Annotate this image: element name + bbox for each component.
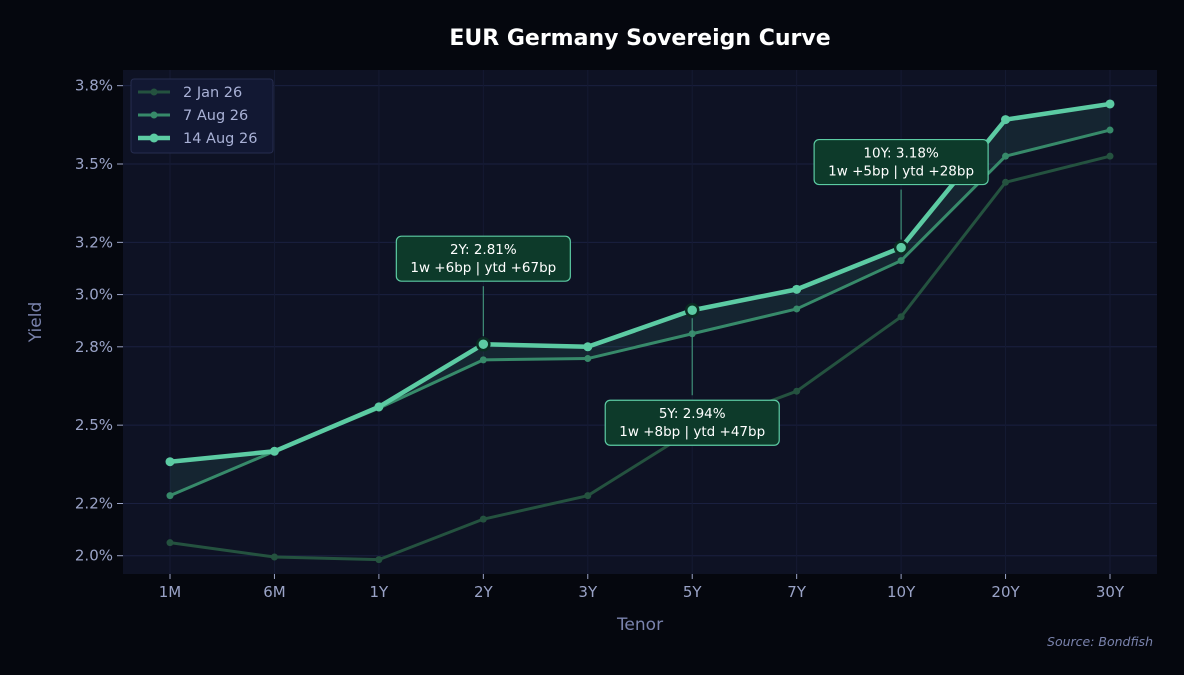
legend-box [130, 78, 274, 154]
legend-marker [150, 111, 158, 119]
annotation-change: 1w +8bp | ytd +47bp [619, 424, 765, 440]
x-tick-label: 10Y [887, 583, 916, 601]
data-point [166, 492, 174, 500]
annotation-box [395, 235, 571, 282]
y-tick-label: 2.2% [75, 494, 113, 512]
data-point [793, 305, 801, 313]
legend: 2 Jan 26 7 Aug 26 14 Aug 26 [130, 78, 274, 154]
annotation-10y: 10Y: 3.18% 1w +5bp | ytd +28bp [813, 138, 989, 255]
annotation-marker [684, 302, 700, 318]
annotation-box [604, 399, 780, 446]
legend-item-aug14: 14 Aug 26 [138, 131, 257, 147]
data-point [375, 556, 383, 564]
annotation-change: 1w +5bp | ytd +28bp [828, 164, 974, 180]
x-tick-label: 7Y [787, 583, 807, 601]
x-tick-label: 1Y [370, 583, 390, 601]
legend-label: 2 Jan 26 [183, 85, 242, 101]
y-tick-label: 3.2% [75, 233, 113, 251]
legend-marker [149, 133, 159, 143]
data-point [479, 515, 487, 523]
data-point [1002, 152, 1010, 160]
x-axis-ticks: 1M 6M 1Y 2Y 3Y 5Y 7Y 10Y 20Y 30Y [159, 574, 1125, 601]
data-point [793, 387, 801, 395]
series-2-jan-26 [166, 152, 1114, 564]
data-point [584, 492, 592, 500]
annotation-marker [476, 336, 491, 352]
data-point [1106, 152, 1114, 160]
x-tick-label: 1M [159, 583, 182, 601]
data-point [897, 313, 905, 321]
y-axis-ticks: 2.0% 2.2% 2.5% 2.8% 3.0% 3.2% 3.5% 3.8% [75, 77, 123, 565]
data-point [270, 553, 278, 561]
x-tick-label: 20Y [991, 583, 1020, 601]
x-axis-label: Tenor [616, 615, 663, 635]
legend-label: 14 Aug 26 [183, 131, 257, 147]
legend-label: 7 Aug 26 [183, 108, 248, 124]
annotation-box [813, 138, 989, 186]
x-tick-label: 5Y [683, 583, 703, 601]
weekly-change-band [170, 103, 1110, 496]
data-point [897, 257, 905, 265]
legend-item-aug7: 7 Aug 26 [138, 108, 248, 124]
data-point [374, 402, 384, 412]
x-tick-label: 3Y [578, 583, 598, 601]
data-point [479, 356, 487, 364]
data-point [166, 539, 174, 547]
legend-item-jan: 2 Jan 26 [138, 85, 242, 101]
source-note: Source: Bondfish [1047, 634, 1153, 649]
y-axis-label: Yield [26, 302, 46, 343]
y-tick-label: 3.5% [75, 155, 113, 173]
data-point [583, 342, 593, 352]
y-tick-label: 2.5% [75, 416, 113, 434]
series-line [168, 154, 1112, 562]
data-point [165, 457, 175, 467]
chart-title: EUR Germany Sovereign Curve [449, 26, 830, 51]
data-point [1105, 99, 1115, 109]
data-point [269, 446, 279, 456]
annotation-5y: 5Y: 2.94% 1w +8bp | ytd +47bp [604, 302, 780, 446]
data-point [1001, 115, 1011, 125]
annotations: 2Y: 2.81% 1w +6bp | ytd +67bp 5Y: 2.94% 1w … [395, 138, 989, 446]
y-tick-label: 3.0% [75, 286, 113, 304]
change-fill [170, 103, 1110, 496]
data-point [1002, 178, 1010, 186]
annotation-2y: 2Y: 2.81% 1w +6bp | ytd +67bp [395, 235, 571, 352]
x-tick-label: 2Y [474, 583, 494, 601]
annotation-value: 10Y: 3.18% [863, 146, 939, 162]
legend-marker [150, 88, 158, 96]
annotation-marker [893, 240, 909, 255]
x-tick-label: 6M [263, 583, 286, 601]
data-point [584, 355, 592, 363]
data-point [792, 284, 802, 294]
annotation-change: 1w +6bp | ytd +67bp [410, 260, 556, 276]
x-tick-label: 30Y [1096, 583, 1125, 601]
annotation-value: 5Y: 2.94% [659, 406, 726, 422]
annotation-value: 2Y: 2.81% [450, 242, 517, 258]
y-tick-label: 2.8% [75, 338, 113, 356]
y-tick-label: 3.8% [75, 77, 113, 95]
y-tick-label: 2.0% [75, 547, 113, 565]
data-point [1106, 126, 1114, 134]
